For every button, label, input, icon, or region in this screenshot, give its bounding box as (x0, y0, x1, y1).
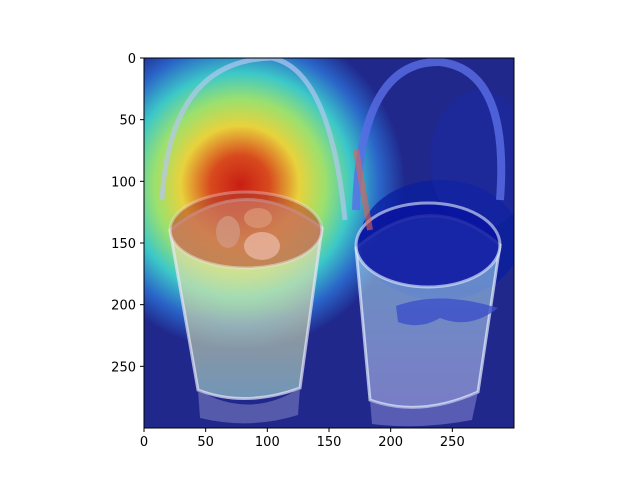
x-tick-label: 200 (378, 435, 403, 450)
y-tick-label: 250 (111, 360, 136, 375)
x-tick-label: 100 (255, 435, 280, 450)
x-tick-label: 0 (140, 435, 148, 450)
x-tick-label: 150 (317, 435, 342, 450)
heatmap-image (144, 58, 514, 428)
left-pail-handle (159, 58, 348, 221)
y-tick-label: 100 (111, 175, 136, 190)
left-pail (168, 190, 324, 424)
y-tick-label: 150 (111, 237, 136, 252)
y-tick-label: 0 (128, 52, 136, 67)
y-tick-label: 50 (119, 114, 136, 129)
x-tick-label: 250 (440, 435, 465, 450)
right-pail-handle (352, 58, 506, 211)
x-axis: 0 50 100 150 200 250 (140, 428, 465, 450)
y-axis: 0 50 100 150 200 250 (111, 52, 144, 375)
right-pail (354, 201, 502, 427)
y-tick-label: 200 (111, 299, 136, 314)
x-tick-label: 50 (197, 435, 214, 450)
